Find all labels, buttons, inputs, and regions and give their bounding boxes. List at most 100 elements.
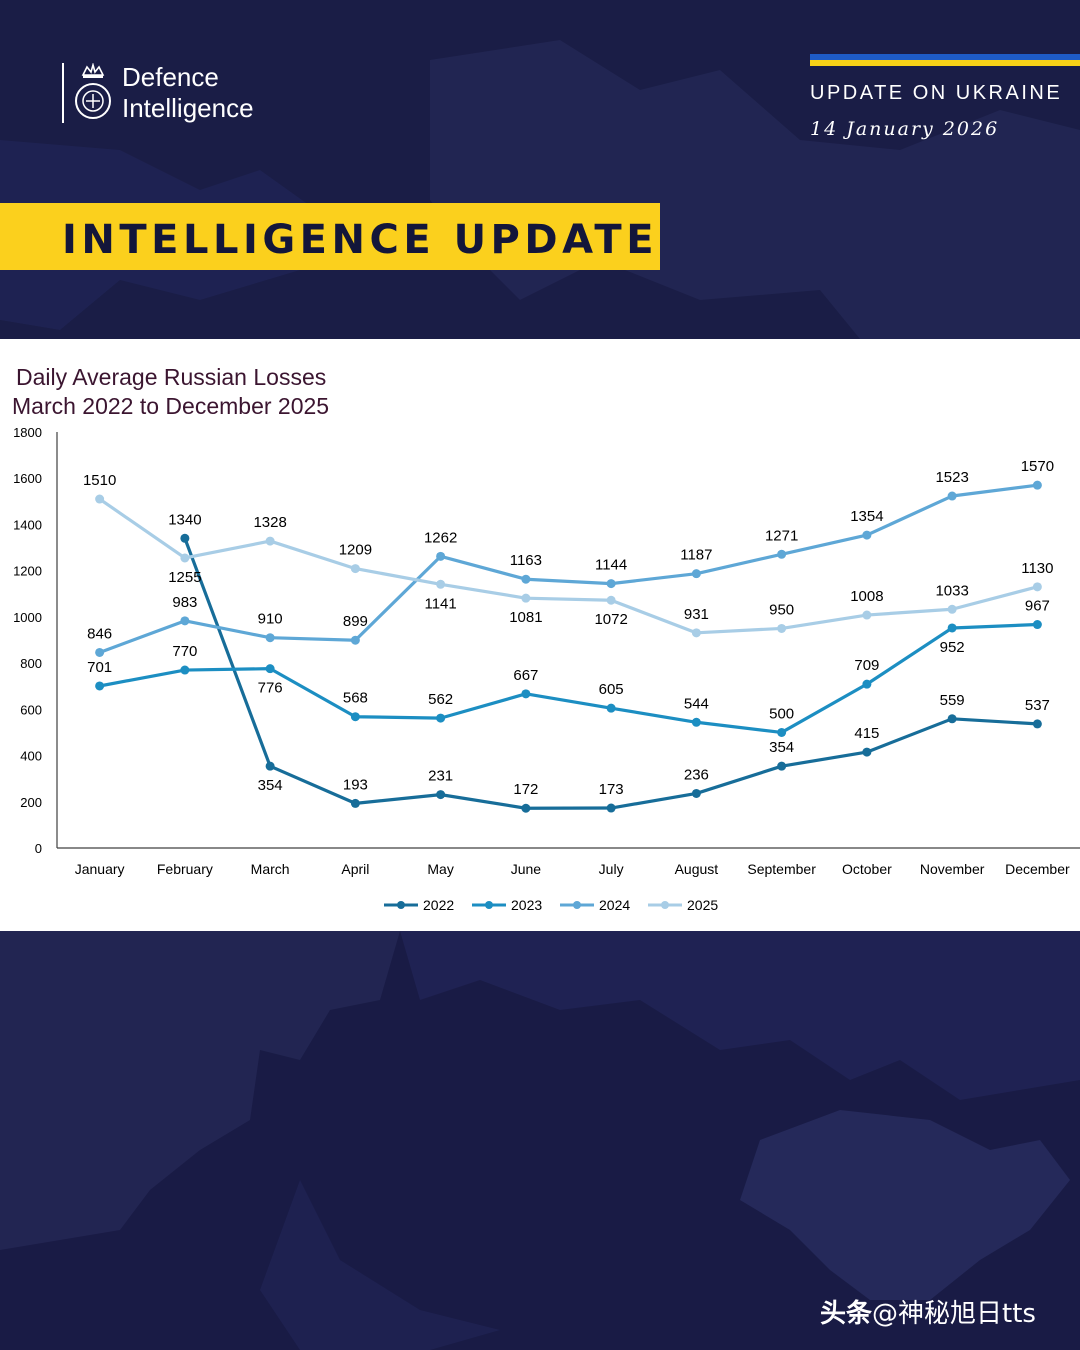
data-point (436, 579, 446, 589)
data-point (350, 564, 360, 574)
data-point (265, 664, 275, 674)
data-point (777, 761, 787, 771)
data-label: 1340 (168, 511, 201, 528)
data-label: 1081 (509, 609, 542, 626)
data-point (350, 712, 360, 722)
y-tick-label: 1800 (13, 425, 42, 440)
legend-marker (573, 901, 581, 909)
data-label: 983 (172, 594, 197, 611)
data-label: 500 (769, 705, 794, 722)
data-label: 1130 (1021, 560, 1053, 577)
data-label: 1008 (850, 588, 883, 605)
y-tick-label: 0 (35, 841, 42, 856)
data-point (1032, 620, 1042, 630)
data-label: 354 (769, 739, 794, 756)
y-tick-label: 400 (20, 749, 42, 764)
data-label: 537 (1025, 697, 1050, 714)
data-point (1032, 480, 1042, 490)
data-point (521, 689, 531, 699)
series-2024 (95, 480, 1042, 657)
data-label: 709 (854, 657, 879, 674)
x-tick-label: March (251, 861, 290, 877)
data-point (436, 551, 446, 561)
data-point (436, 713, 446, 723)
data-point (521, 803, 531, 813)
y-tick-label: 1000 (13, 610, 42, 625)
x-tick-label: August (675, 861, 719, 877)
data-label: 931 (684, 606, 709, 623)
data-label: 1144 (595, 557, 627, 574)
data-point (95, 647, 105, 657)
data-label: 1187 (680, 547, 712, 564)
data-point (777, 549, 787, 559)
series-line-2023 (99, 622, 1038, 735)
y-tick-label: 200 (20, 795, 42, 810)
data-label: 415 (854, 725, 879, 742)
flag-blue-band (810, 54, 1080, 60)
data-label: 568 (343, 690, 368, 707)
legend-label: 2023 (511, 897, 542, 913)
data-point (606, 803, 616, 813)
data-label: 354 (258, 777, 283, 794)
x-tick-label: July (599, 861, 624, 877)
data-point (350, 798, 360, 808)
losses-line-chart: Daily Average Russian Losses March 2022 … (12, 364, 1080, 913)
data-label: 544 (684, 695, 709, 712)
data-label: 1570 (1021, 458, 1054, 475)
x-tick-label: September (747, 861, 816, 877)
legend-label: 2024 (599, 897, 630, 913)
update-title: UPDATE ON UKRAINE (810, 82, 1063, 104)
data-label: 605 (599, 681, 624, 698)
data-label: 1523 (935, 469, 968, 486)
data-label: 1033 (935, 582, 968, 599)
data-label: 236 (684, 766, 709, 783)
data-label: 899 (343, 613, 368, 630)
data-point (862, 747, 872, 757)
watermark-brand: 头条 (820, 1299, 873, 1329)
data-point (947, 623, 957, 633)
series-line-2024 (99, 483, 1038, 654)
data-point (947, 491, 957, 501)
data-label: 967 (1025, 598, 1050, 615)
data-point (777, 623, 787, 633)
data-point (947, 604, 957, 614)
data-point (691, 717, 701, 727)
y-tick-label: 600 (20, 702, 42, 717)
x-tick-label: June (511, 861, 542, 877)
watermark-handle: @神秘旭日tts (872, 1299, 1036, 1329)
data-label: 776 (258, 680, 283, 697)
data-point (95, 494, 105, 504)
data-label: 173 (599, 781, 624, 798)
defence-intelligence-logo: Defence Intelligence (62, 62, 254, 124)
data-point (265, 761, 275, 771)
data-point (180, 616, 190, 626)
data-label: 1328 (253, 514, 286, 531)
y-tick-label: 1600 (13, 471, 42, 486)
data-point (1032, 582, 1042, 592)
legend-item-2024: 2024 (560, 897, 630, 913)
legend-marker (397, 901, 405, 909)
series-2022 (180, 533, 1042, 813)
ukraine-flag-stripe (810, 54, 1080, 66)
x-tick-label: October (842, 861, 892, 877)
data-point (521, 593, 531, 603)
data-point (777, 727, 787, 737)
data-label: 950 (769, 601, 794, 618)
intelligence-update-banner: INTELLIGENCE UPDATE (0, 203, 660, 270)
crest-icon (75, 63, 111, 119)
legend-label: 2022 (423, 897, 454, 913)
series-2025 (95, 494, 1042, 638)
chart-axes: 0 200 400 600 800 1000 1200 1400 1600 1800 January… (13, 425, 1080, 877)
x-tick-label: February (157, 861, 213, 877)
legend-item-2023: 2023 (472, 897, 542, 913)
x-tick-label: November (920, 861, 985, 877)
legend-item-2025: 2025 (648, 897, 718, 913)
data-point (606, 579, 616, 589)
data-point (350, 635, 360, 645)
legend-label: 2025 (687, 897, 718, 913)
watermark: 头条@神秘旭日tts (820, 1293, 1036, 1330)
data-point (862, 610, 872, 620)
data-point (606, 703, 616, 713)
data-label: 701 (87, 659, 112, 676)
data-label: 562 (428, 691, 453, 708)
